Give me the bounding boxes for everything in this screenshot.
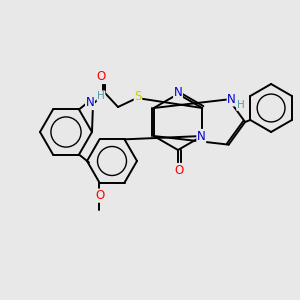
- Text: N: N: [174, 86, 182, 100]
- Text: N: N: [197, 130, 206, 142]
- Text: O: O: [96, 189, 105, 202]
- Text: S: S: [134, 91, 142, 103]
- Text: N: N: [227, 93, 236, 106]
- Text: H: H: [97, 91, 105, 101]
- Text: H: H: [237, 100, 244, 110]
- Text: O: O: [96, 70, 106, 83]
- Text: N: N: [85, 97, 94, 110]
- Text: O: O: [174, 164, 184, 176]
